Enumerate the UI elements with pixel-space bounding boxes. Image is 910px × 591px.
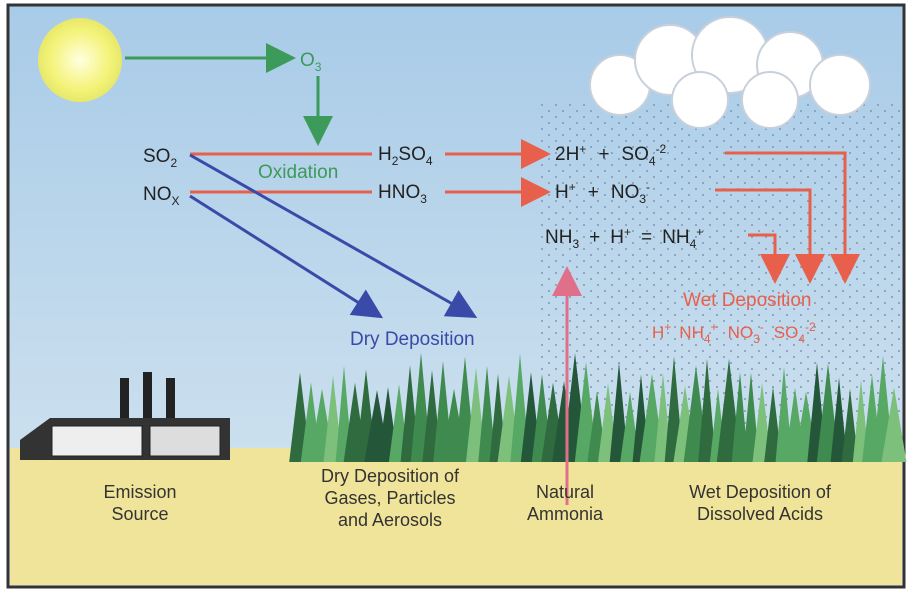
- formula-part: NH: [662, 227, 689, 248]
- ground-label: Natural: [536, 482, 594, 502]
- factory: [20, 372, 230, 460]
- ground: [10, 448, 902, 585]
- formula-part: 2: [392, 154, 399, 168]
- formula-part: -2: [805, 320, 816, 334]
- formula-part: 3: [753, 332, 760, 346]
- formula-part: NO: [611, 182, 640, 203]
- formula-part: 4: [426, 154, 433, 168]
- hno3: HNO3: [378, 182, 427, 206]
- formula-part: SO: [398, 144, 425, 165]
- ground-label: and Aerosols: [338, 510, 442, 530]
- cloud: [589, 16, 871, 129]
- tree: [830, 377, 848, 462]
- ground-label: Emission: [103, 482, 176, 502]
- tree: [841, 388, 859, 462]
- formula-part: NO: [143, 184, 172, 205]
- formula-part: H: [652, 323, 664, 342]
- wet-deposition-ions: H+ NH4+ NO3- SO4-2: [652, 320, 816, 346]
- ozone: O3: [300, 50, 322, 74]
- ground-label: Dissolved Acids: [697, 504, 823, 524]
- formula-part: 2H: [555, 144, 579, 165]
- formula-part: -: [760, 320, 764, 334]
- tree: [609, 362, 629, 462]
- formula-part: +: [569, 180, 576, 194]
- formula-part: SO: [621, 144, 648, 165]
- formula-part: 4: [649, 154, 656, 168]
- rain: [540, 100, 902, 460]
- oxidation: Oxidation: [258, 162, 338, 183]
- formula-part: 4: [690, 237, 697, 251]
- formula-part: H: [378, 144, 392, 165]
- formula-part: 3: [315, 60, 322, 74]
- ground-label: Ammonia: [527, 504, 604, 524]
- formula-part: SO: [143, 146, 170, 167]
- sun: [38, 18, 122, 102]
- formula-part: 4: [704, 332, 711, 346]
- formula-part: +: [579, 142, 586, 156]
- formula-part: SO: [774, 323, 799, 342]
- ground-label: Dry Deposition of: [321, 466, 460, 486]
- formula-part: +: [711, 320, 718, 334]
- formula-part: HNO: [378, 182, 420, 203]
- ground-label: Wet Deposition of: [689, 482, 832, 502]
- formula-part: NH: [545, 227, 572, 248]
- formula-part: 4: [798, 332, 805, 346]
- nox: NOX: [143, 184, 180, 208]
- arrows: [125, 43, 860, 505]
- formula-part: 3: [420, 192, 427, 206]
- tree: [881, 387, 907, 462]
- tree: [478, 365, 496, 462]
- formula-part: -2: [656, 142, 667, 156]
- formula-part: +: [598, 144, 609, 165]
- formula-part: +: [589, 227, 600, 248]
- ions-row3: NH3 + H+ = NH4+: [545, 225, 703, 251]
- dry-deposition-title: Dry Deposition: [350, 329, 475, 350]
- ground-label: Source: [111, 504, 168, 524]
- tree: [742, 372, 760, 462]
- tree: [698, 358, 716, 462]
- formula-part: 2: [170, 156, 177, 170]
- formula-part: H: [610, 227, 624, 248]
- formula-part: 3: [572, 237, 579, 251]
- formula-part: =: [641, 227, 652, 248]
- formula-part: -: [646, 180, 650, 194]
- tree: [731, 372, 749, 462]
- formula-part: X: [172, 194, 180, 208]
- formula-part: +: [624, 225, 631, 239]
- ions-row2: H+ + NO3-: [555, 180, 650, 206]
- formula-part: H: [555, 182, 569, 203]
- so2: SO2: [143, 146, 177, 170]
- wet-deposition-title: Wet Deposition: [683, 290, 812, 311]
- formula-part: NH: [679, 323, 704, 342]
- formula-part: NO: [728, 323, 754, 342]
- ions-row1: 2H+ + SO4-2: [555, 142, 667, 168]
- formula-part: 3: [639, 192, 646, 206]
- formula-part: +: [588, 182, 599, 203]
- h2so4: H2SO4: [378, 144, 433, 168]
- ground-label: Gases, Particles: [324, 488, 455, 508]
- forest: [289, 352, 907, 462]
- formula-part: +: [664, 320, 671, 334]
- formula-part: +: [696, 225, 703, 239]
- formula-part: O: [300, 50, 315, 71]
